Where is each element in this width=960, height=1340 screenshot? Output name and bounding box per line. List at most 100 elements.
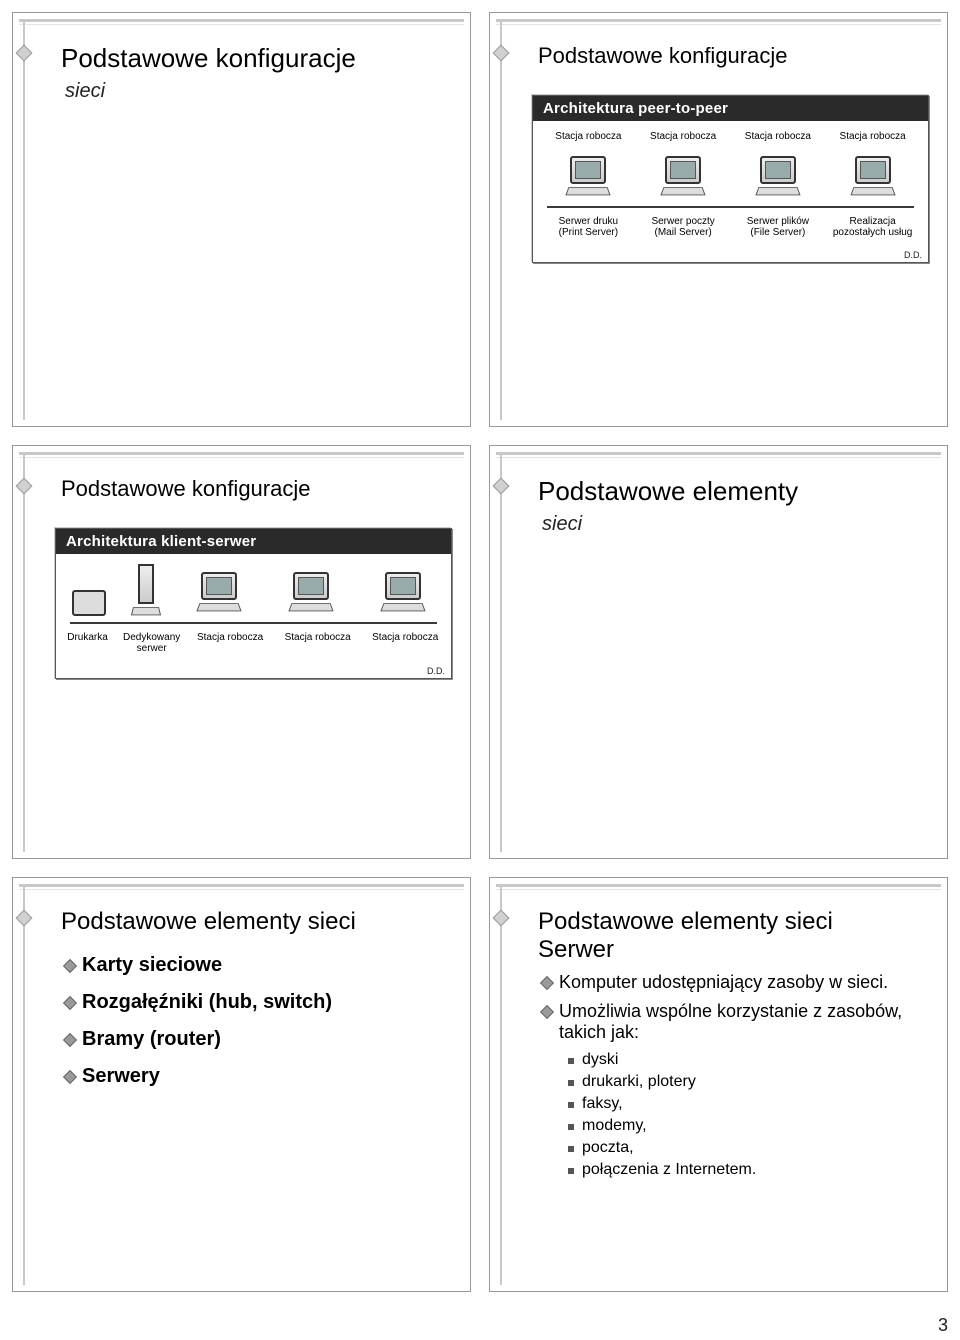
- slide-deco: [500, 19, 502, 420]
- bullet-text: poczta,: [582, 1139, 634, 1157]
- bullet-list: Karty sieciowe Rozgałęźniki (hub, switch…: [65, 954, 452, 1088]
- slide-deco: [23, 452, 25, 853]
- slide-4: Podstawowe elementy sieci: [489, 445, 948, 860]
- node-label: Stacja robocza: [367, 628, 443, 656]
- cs-label-row: Drukarka Dedykowany serwer Stacja robocz…: [64, 628, 443, 656]
- diamond-icon: [63, 1033, 77, 1047]
- slide-title-line2: Serwer: [538, 936, 929, 964]
- slide-title: Podstawowe elementy sieci: [61, 908, 452, 936]
- bullet-item: Rozgałęźniki (hub, switch): [65, 991, 452, 1014]
- slide-deco: [23, 884, 25, 1285]
- slide-deco: [496, 452, 941, 458]
- computer-icon: [286, 572, 336, 616]
- square-icon: [568, 1102, 574, 1108]
- network-line: [547, 206, 914, 208]
- label-text: Serwer druku: [559, 216, 618, 227]
- diamond-icon: [540, 976, 554, 990]
- sub-bullet-item: faksy,: [568, 1095, 929, 1113]
- square-icon: [568, 1058, 574, 1064]
- square-icon: [568, 1124, 574, 1130]
- node-label: Dedykowany serwer: [123, 628, 180, 656]
- slide-deco: [496, 884, 941, 890]
- slide-subtitle: sieci: [542, 513, 929, 536]
- label-text: Dedykowany serwer: [123, 632, 180, 656]
- slide-title-line1: Podstawowe elementy sieci: [538, 908, 929, 936]
- printer-icon: [72, 590, 106, 616]
- computer-icon: [658, 156, 708, 200]
- label-text: Realizacja: [850, 216, 896, 227]
- station-top-label: Stacja robocza: [745, 131, 811, 153]
- station-bot-label: Serwer poczty (Mail Server): [651, 216, 714, 240]
- label-text: Stacja robocza: [197, 632, 263, 656]
- workstation: [363, 572, 443, 616]
- node-label: Drukarka: [64, 628, 111, 656]
- diagram-body: Stacja robocza Stacja robocza Stacja rob…: [533, 121, 928, 250]
- slide-deco: [19, 884, 464, 890]
- workstation: [179, 572, 259, 616]
- bullet-text: dyski: [582, 1051, 618, 1069]
- slide-deco: [493, 45, 510, 62]
- slide-deco: [16, 910, 33, 927]
- slide-deco: [493, 477, 510, 494]
- slide-5: Podstawowe elementy sieci Karty sieciowe…: [12, 877, 471, 1292]
- station-top-label: Stacja robocza: [840, 131, 906, 153]
- slide-deco: [496, 19, 941, 25]
- station-label-row: Serwer druku (Print Server) Serwer poczt…: [541, 212, 920, 240]
- p2p-diagram: Architektura peer-to-peer Stacja robocza…: [532, 95, 929, 263]
- bullet-text: Serwery: [82, 1065, 160, 1088]
- slide-1: Podstawowe konfiguracje sieci: [12, 12, 471, 427]
- label-text: Stacja robocza: [372, 632, 438, 656]
- bullet-item: Umożliwia wspólne korzystanie z zasobów,…: [542, 1001, 929, 1043]
- sub-bullet-item: połączenia z Internetem.: [568, 1161, 929, 1179]
- diamond-icon: [63, 996, 77, 1010]
- workstation: Stacja robocza: [733, 131, 823, 200]
- printer-node: [64, 584, 114, 616]
- slide-title: Podstawowe konfiguracje: [61, 43, 452, 74]
- station-bottom: Serwer druku (Print Server): [543, 212, 633, 240]
- slide-grid: Podstawowe konfiguracje sieci Podstawowe…: [12, 12, 948, 1292]
- bullet-item: Komputer udostępniający zasoby w sieci.: [542, 972, 929, 993]
- slide-title: Podstawowe konfiguracje: [538, 43, 929, 69]
- sub-bullet-item: dyski: [568, 1051, 929, 1069]
- slide-deco: [16, 45, 33, 62]
- station-bottom: Serwer poczty (Mail Server): [638, 212, 728, 240]
- server-node: [126, 564, 167, 616]
- bullet-text: Umożliwia wspólne korzystanie z zasobów,…: [559, 1001, 929, 1043]
- slide-deco: [500, 452, 502, 853]
- slide-deco: [500, 884, 502, 1285]
- diamond-icon: [63, 959, 77, 973]
- computer-icon: [378, 572, 428, 616]
- client-server-diagram: Architektura klient-serwer: [55, 528, 452, 679]
- slide-3: Podstawowe konfiguracje Architektura kli…: [12, 445, 471, 860]
- label-text: Serwer plików: [747, 216, 809, 227]
- label-text: pozostałych usług: [833, 227, 913, 238]
- network-line: [70, 622, 437, 624]
- diagram-badge: D.D.: [56, 666, 451, 678]
- label-text: Serwer poczty: [651, 216, 714, 227]
- square-icon: [568, 1146, 574, 1152]
- node-label: Stacja robocza: [192, 628, 268, 656]
- computer-icon: [194, 572, 244, 616]
- slide-deco: [19, 19, 464, 25]
- diamond-icon: [63, 1070, 77, 1084]
- sub-bullet-item: poczta,: [568, 1139, 929, 1157]
- bullet-text: Rozgałęźniki (hub, switch): [82, 991, 332, 1014]
- slide-deco: [19, 452, 464, 458]
- label-text: Drukarka: [67, 632, 108, 656]
- workstation: Stacja robocza: [543, 131, 633, 200]
- station-top-label: Stacja robocza: [650, 131, 716, 153]
- station-bot-label: Serwer druku (Print Server): [559, 216, 618, 240]
- station-row: Stacja robocza Stacja robocza Stacja rob…: [541, 131, 920, 200]
- sub-bullet-item: drukarki, plotery: [568, 1073, 929, 1091]
- bullet-text: faksy,: [582, 1095, 623, 1113]
- node-label: Stacja robocza: [280, 628, 356, 656]
- label-text: (File Server): [750, 227, 805, 238]
- label-text: serwer: [137, 643, 167, 654]
- bullet-item: Bramy (router): [65, 1028, 452, 1051]
- label-text: Dedykowany: [123, 632, 180, 643]
- cs-row: [64, 564, 443, 616]
- station-bottom: Serwer plików (File Server): [733, 212, 823, 240]
- computer-icon: [848, 156, 898, 200]
- station-top-label: Stacja robocza: [555, 131, 621, 153]
- station-bottom: Realizacja pozostałych usług: [828, 212, 918, 240]
